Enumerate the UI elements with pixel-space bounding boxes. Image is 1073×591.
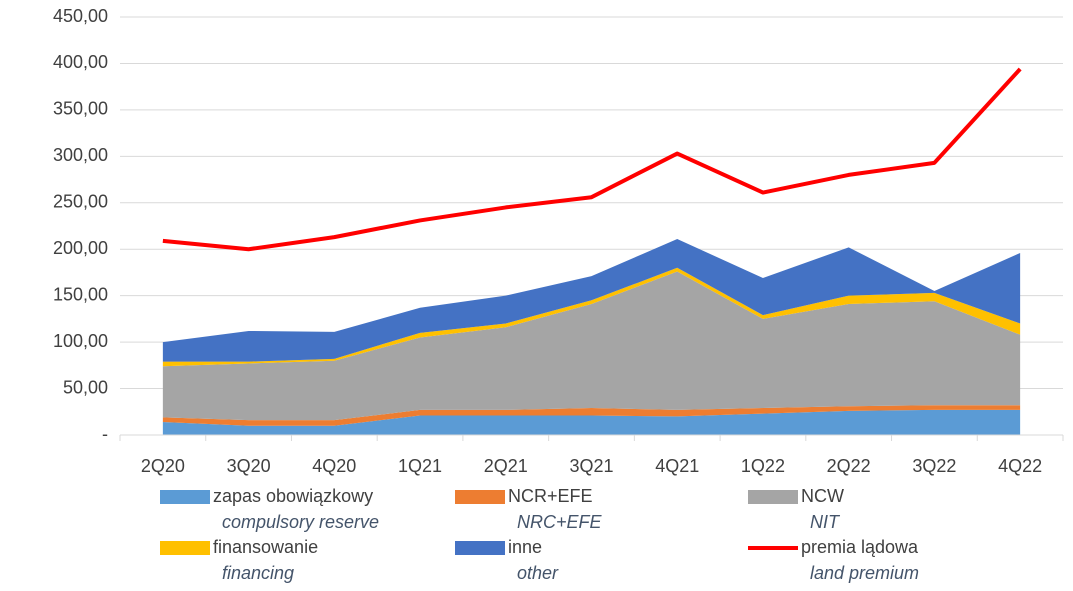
x-tick-label: 1Q21 [398, 456, 442, 476]
x-tick-label: 1Q22 [741, 456, 785, 476]
legend-label-en: land premium [810, 563, 919, 583]
legend-swatch [160, 541, 210, 555]
x-tick-label: 2Q20 [141, 456, 185, 476]
x-tick-label: 2Q21 [484, 456, 528, 476]
y-tick-label: 150,00 [53, 284, 108, 304]
y-tick-label: 250,00 [53, 192, 108, 212]
legend-swatch [455, 490, 505, 504]
x-tick-label: 3Q20 [227, 456, 271, 476]
legend-label-en: financing [222, 563, 294, 583]
y-tick-label: 300,00 [53, 145, 108, 165]
legend-label: premia lądowa [801, 537, 919, 557]
area [162, 405, 1021, 426]
area [162, 409, 1021, 435]
area [162, 271, 1021, 421]
y-tick-label: 200,00 [53, 238, 108, 258]
legend-label: zapas obowiązkowy [213, 486, 373, 506]
legend-label-en: NIT [810, 512, 841, 532]
legend-swatch [455, 541, 505, 555]
area [162, 239, 1021, 362]
x-tick-label: 2Q22 [827, 456, 871, 476]
legend-label: inne [508, 537, 542, 557]
y-tick-label: 400,00 [53, 52, 108, 72]
legend-swatch [748, 490, 798, 504]
legend-label-en: compulsory reserve [222, 512, 379, 532]
y-tick-label: 50,00 [63, 377, 108, 397]
x-tick-label: 4Q22 [998, 456, 1042, 476]
legend-label: NCR+EFE [508, 486, 593, 506]
x-tick-label: 3Q21 [569, 456, 613, 476]
y-tick-label: 350,00 [53, 99, 108, 119]
legend-label: finansowanie [213, 537, 318, 557]
y-tick-label: - [102, 424, 108, 444]
legend-label-en: other [517, 563, 559, 583]
line [162, 67, 1022, 252]
legend-label-en: NRC+EFE [517, 512, 603, 532]
y-tick-label: 450,00 [53, 6, 108, 26]
y-tick-label: 100,00 [53, 331, 108, 351]
x-tick-label: 4Q21 [655, 456, 699, 476]
legend-swatch [160, 490, 210, 504]
x-tick-label: 3Q22 [912, 456, 956, 476]
legend-label: NCW [801, 486, 844, 506]
x-tick-label: 4Q20 [312, 456, 356, 476]
